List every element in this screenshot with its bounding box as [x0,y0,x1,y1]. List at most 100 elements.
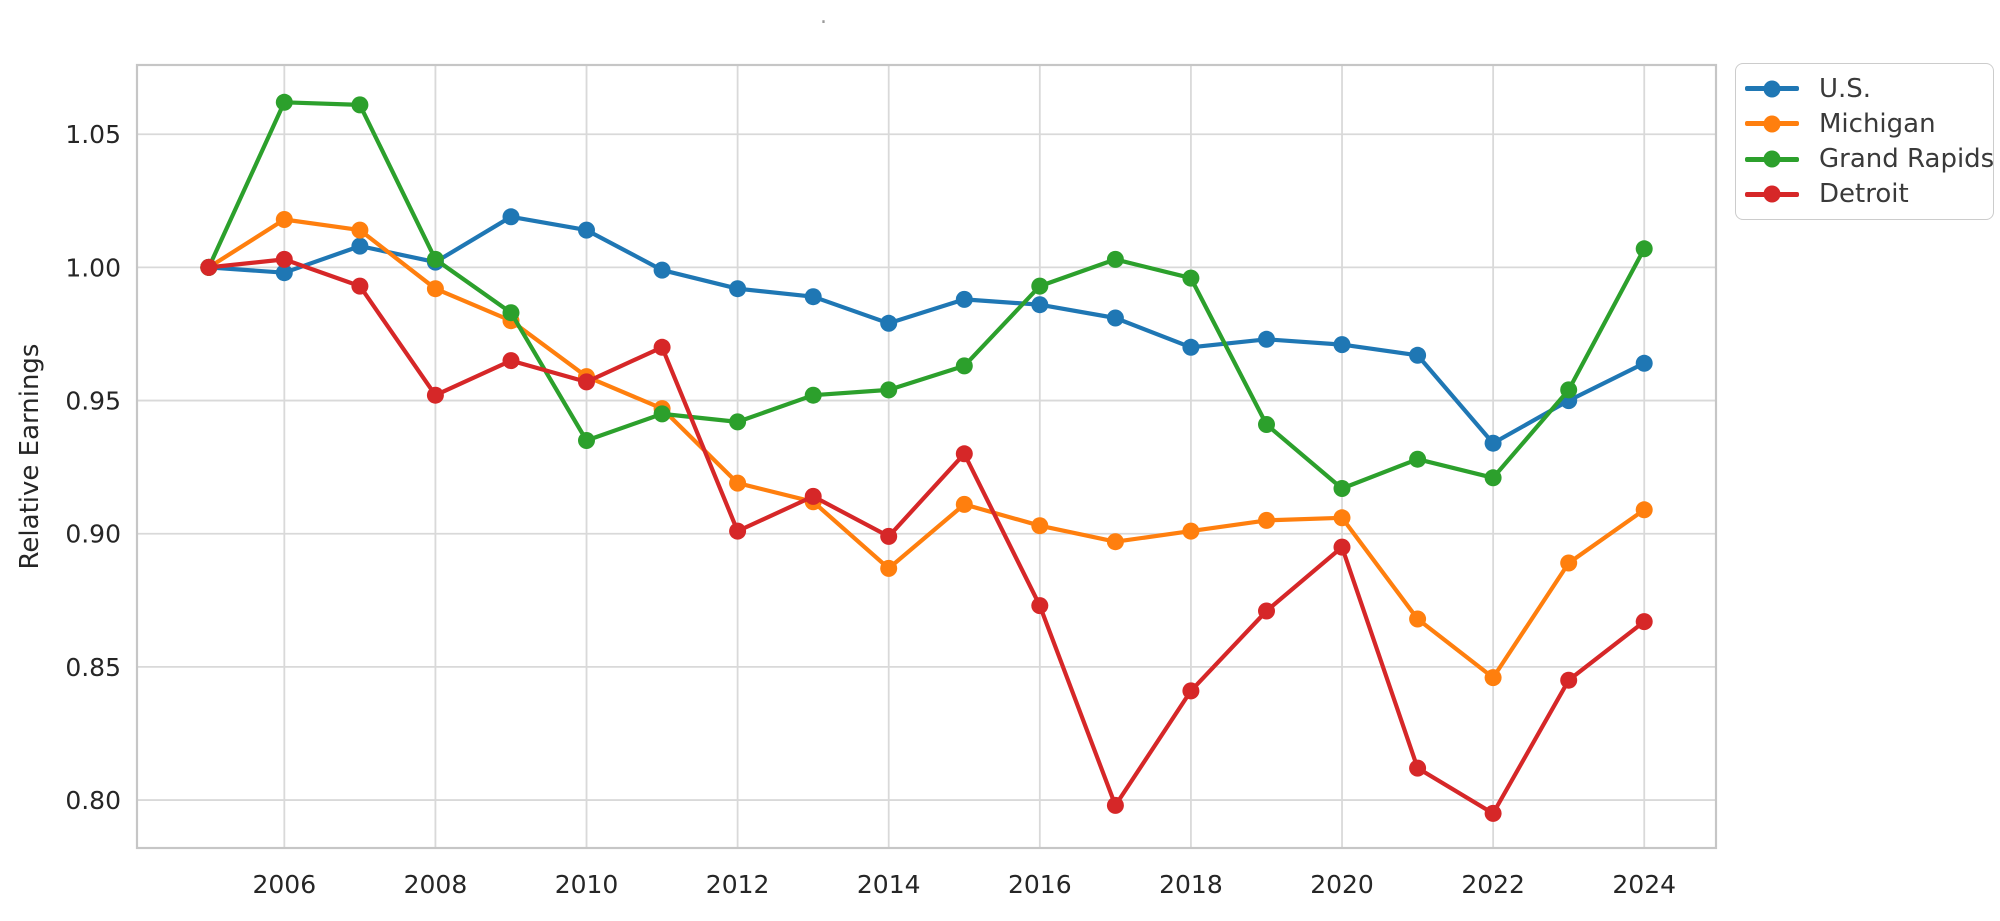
data-point-2023 [1560,554,1578,572]
x-tick-label-2022: 2022 [1461,870,1525,899]
data-point-2014 [880,559,898,577]
series-detroit [200,250,1653,822]
data-point-2017 [1106,309,1124,327]
x-tick-label-2016: 2016 [1008,870,1072,899]
legend-item-u-s: U.S. [1736,72,1993,106]
data-point-2022 [1484,434,1502,452]
data-point-2005 [200,258,218,276]
x-tick-label-2018: 2018 [1159,870,1223,899]
data-point-2022 [1484,669,1502,687]
data-point-2020 [1333,538,1351,556]
data-point-2011 [653,261,671,279]
data-point-2024 [1635,613,1653,631]
y-tick-label: 0.85 [65,653,121,682]
data-point-2014 [880,314,898,332]
legend: U.S. Michigan Grand Rapids Detroit [1735,63,1994,220]
series-line [206,257,1647,816]
data-point-2009 [502,304,520,322]
data-point-2010 [578,221,595,239]
data-point-2006 [275,211,293,228]
plot-frame [135,63,1718,850]
legend-label: U.S. [1819,73,1872,104]
data-point-2008 [426,280,444,298]
legend-dot-icon [1763,80,1781,98]
x-tick-label-2014: 2014 [857,870,921,899]
y-tick-label: 1.05 [65,120,121,149]
y-tick-label: 0.80 [65,786,121,815]
y-axis-label: Relative Earnings [15,344,45,570]
data-point-2012 [729,522,747,540]
legend-line-marker-icon [1745,185,1799,203]
x-tick-label-2006: 2006 [253,870,317,899]
legend-line-marker-icon [1745,150,1799,168]
figure-title: . [820,4,827,29]
data-point-2023 [1560,671,1578,689]
grid [137,65,1716,848]
data-point-2024 [1635,501,1653,519]
data-point-2022 [1484,469,1502,487]
legend-item-grand-rapids: Grand Rapids [1736,142,1994,176]
data-point-2013 [804,487,822,505]
data-point-2015 [955,357,973,375]
data-point-2019 [1258,511,1275,529]
x-tick-label-2010: 2010 [555,870,619,899]
data-point-2014 [880,527,898,545]
series-michigan [200,211,1653,687]
data-point-2015 [955,445,973,463]
data-point-2008 [426,386,444,404]
data-point-2020 [1333,509,1351,527]
data-point-2012 [729,280,747,298]
data-point-2018 [1182,682,1200,700]
legend-item-detroit: Detroit [1736,177,1993,211]
legend-label: Detroit [1819,179,1909,210]
data-point-2007 [351,96,369,114]
y-tick-label: 0.90 [65,520,121,549]
y-tick-label: 1.00 [65,253,121,282]
data-point-2019 [1258,602,1275,620]
data-point-2013 [804,288,822,306]
data-point-2018 [1182,269,1200,287]
data-point-2019 [1258,416,1275,433]
data-point-2024 [1635,354,1653,372]
x-tick-label-2020: 2020 [1310,870,1374,899]
data-point-2017 [1106,533,1124,551]
legend-label: Michigan [1819,108,1936,139]
series-line [206,214,1647,446]
data-point-2007 [351,237,369,255]
data-point-2012 [729,413,747,431]
data-point-2014 [880,381,898,399]
data-point-2019 [1258,330,1275,348]
data-point-2022 [1484,804,1502,822]
data-point-2021 [1409,450,1427,468]
data-point-2006 [275,250,293,268]
legend-dot-icon [1763,185,1781,203]
data-point-2011 [653,338,671,356]
data-point-2016 [1031,277,1049,295]
data-point-2015 [955,290,973,308]
data-point-2007 [351,277,369,295]
data-point-2023 [1560,381,1578,399]
data-point-2012 [729,474,747,492]
data-point-2013 [804,386,822,404]
data-point-2017 [1106,250,1124,268]
data-point-2018 [1182,522,1200,540]
series-grand-rapids [200,93,1653,497]
legend-line-marker-icon [1745,80,1799,98]
data-point-2011 [653,405,671,423]
data-point-2008 [426,250,444,268]
legend-dot-icon [1763,115,1781,133]
series-line [206,100,1647,491]
legend-line-marker-icon [1745,115,1799,133]
data-point-2020 [1333,336,1351,354]
data-point-2018 [1182,338,1200,356]
data-point-2016 [1031,296,1049,314]
x-tick-label-2024: 2024 [1612,870,1676,899]
series-u-s [200,208,1653,452]
data-point-2020 [1333,480,1351,497]
data-point-2021 [1409,759,1427,777]
legend-dot-icon [1763,150,1781,168]
data-point-2006 [275,93,293,111]
data-point-2006 [275,264,293,282]
